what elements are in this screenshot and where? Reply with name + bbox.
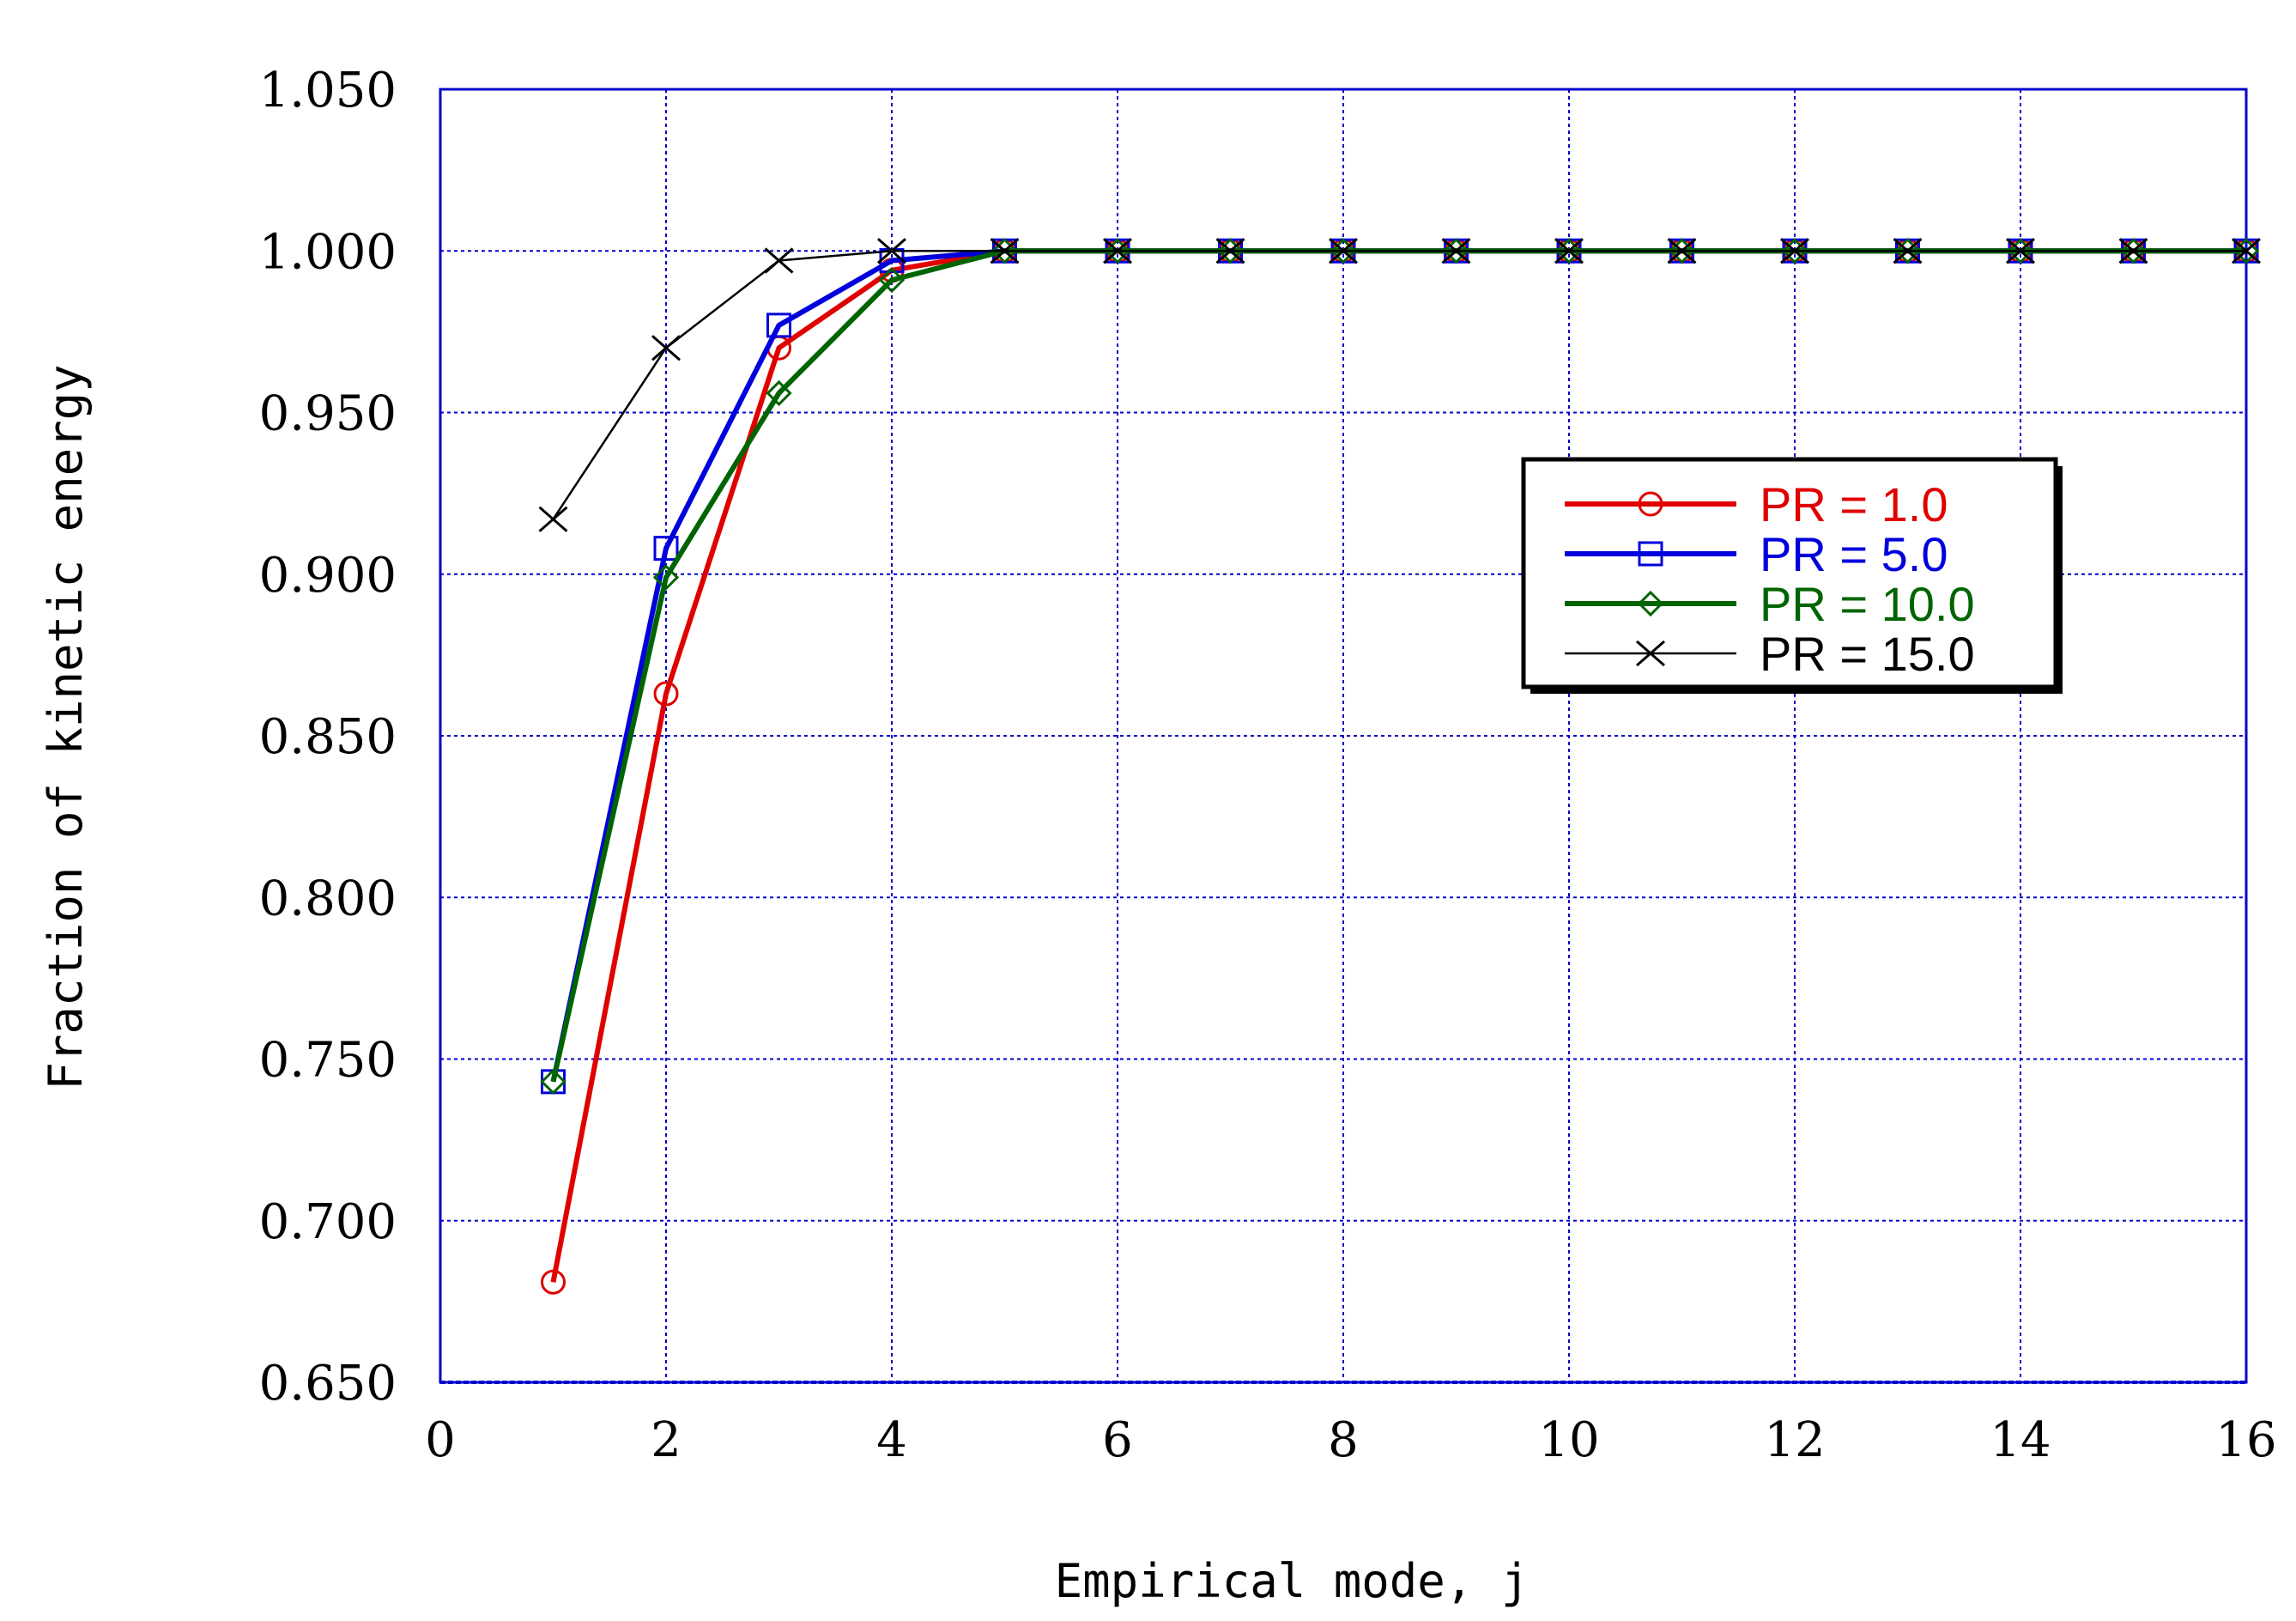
data-point <box>1329 238 1358 264</box>
data-point <box>1330 238 1357 264</box>
x-tick-label: 16 <box>2215 1412 2276 1468</box>
series-line <box>550 248 2246 1283</box>
legend-marker <box>1638 491 1663 517</box>
series-line <box>552 250 2246 520</box>
x-tick-label: 10 <box>1538 1412 1599 1468</box>
data-point <box>653 681 679 707</box>
data-point <box>651 335 681 361</box>
y-tick-label: 0.650 <box>259 1356 397 1412</box>
legend-marker <box>1638 541 1663 567</box>
legend-entry: PR = 5.0 <box>1565 527 1948 581</box>
data-point <box>878 267 906 294</box>
x-tick-label: 4 <box>876 1412 907 1468</box>
data-point <box>652 564 680 591</box>
data-point <box>2118 238 2148 264</box>
series-layer <box>538 238 2261 1295</box>
y-tick-label: 0.900 <box>259 548 397 604</box>
legend-entry: PR = 15.0 <box>1565 627 1975 681</box>
data-point <box>2232 238 2260 264</box>
data-point <box>1215 238 1245 264</box>
legend-entry: PR = 1.0 <box>1565 477 1948 531</box>
x-axis-ticks: 0 2 4 6 8 10 12 14 16 <box>425 1412 2276 1468</box>
legend-marker <box>1637 590 1664 617</box>
data-point <box>2007 238 2034 264</box>
data-point <box>2120 238 2147 264</box>
data-point <box>1554 238 1584 264</box>
y-axis-ticks: 0.650 0.700 0.750 0.800 0.850 0.900 0.950 1.000… <box>259 63 397 1412</box>
data-point <box>541 1269 566 1295</box>
data-point <box>538 506 568 532</box>
legend-marker <box>1636 640 1665 667</box>
legend-box <box>1521 457 2058 689</box>
data-point <box>764 247 794 274</box>
data-point <box>877 238 906 264</box>
y-tick-label: 1.000 <box>259 224 397 280</box>
data-point <box>766 379 792 407</box>
x-tick-label: 0 <box>425 1412 456 1468</box>
legend-entry: PR = 10.0 <box>1565 577 1975 631</box>
data-point <box>1894 238 1921 264</box>
data-point <box>1217 238 1244 264</box>
legend-label: PR = 1.0 <box>1760 477 1948 531</box>
data-point <box>766 313 791 338</box>
data-point <box>1780 238 1809 264</box>
x-tick-label: 2 <box>651 1412 682 1468</box>
data-point <box>540 1068 566 1095</box>
data-point <box>1104 238 1131 264</box>
grid-lines <box>440 89 2246 1382</box>
y-tick-label: 0.800 <box>259 871 397 926</box>
data-point <box>2232 238 2261 264</box>
x-axis-title: Empirical mode, j <box>1055 1554 1530 1608</box>
legend-label: PR = 5.0 <box>1760 527 1948 581</box>
y-tick-label: 0.850 <box>259 709 397 765</box>
y-tick-label: 0.700 <box>259 1194 397 1250</box>
data-point <box>991 238 1018 264</box>
data-point <box>1441 238 1471 264</box>
plot-border <box>439 88 2248 1384</box>
series-4 <box>538 238 2261 532</box>
plot-frame <box>439 88 2248 1384</box>
data-point <box>1669 238 1695 264</box>
data-point <box>1103 238 1132 264</box>
data-point <box>1781 238 1808 264</box>
data-point <box>1893 238 1923 264</box>
legend-label: PR = 15.0 <box>1760 627 1975 681</box>
y-tick-label: 0.950 <box>259 386 397 442</box>
data-point <box>990 238 1020 264</box>
data-point <box>1555 238 1583 264</box>
legend: PR = 1.0PR = 5.0PR = 10.0PR = 15.0 <box>1521 457 2063 694</box>
y-axis-title: Fraction of kinetic energy <box>39 364 93 1090</box>
y-tick-label: 0.750 <box>259 1033 397 1089</box>
data-point <box>653 536 679 562</box>
series-1 <box>541 238 2259 1295</box>
y-tick-label: 1.050 <box>259 63 397 118</box>
data-point <box>1443 238 1469 264</box>
x-tick-label: 8 <box>1328 1412 1359 1468</box>
x-tick-label: 14 <box>1990 1412 2051 1468</box>
data-point <box>1667 238 1697 264</box>
data-point <box>2006 238 2035 264</box>
x-tick-label: 12 <box>1764 1412 1825 1468</box>
x-tick-label: 6 <box>1102 1412 1133 1468</box>
legend-label: PR = 10.0 <box>1760 577 1975 631</box>
